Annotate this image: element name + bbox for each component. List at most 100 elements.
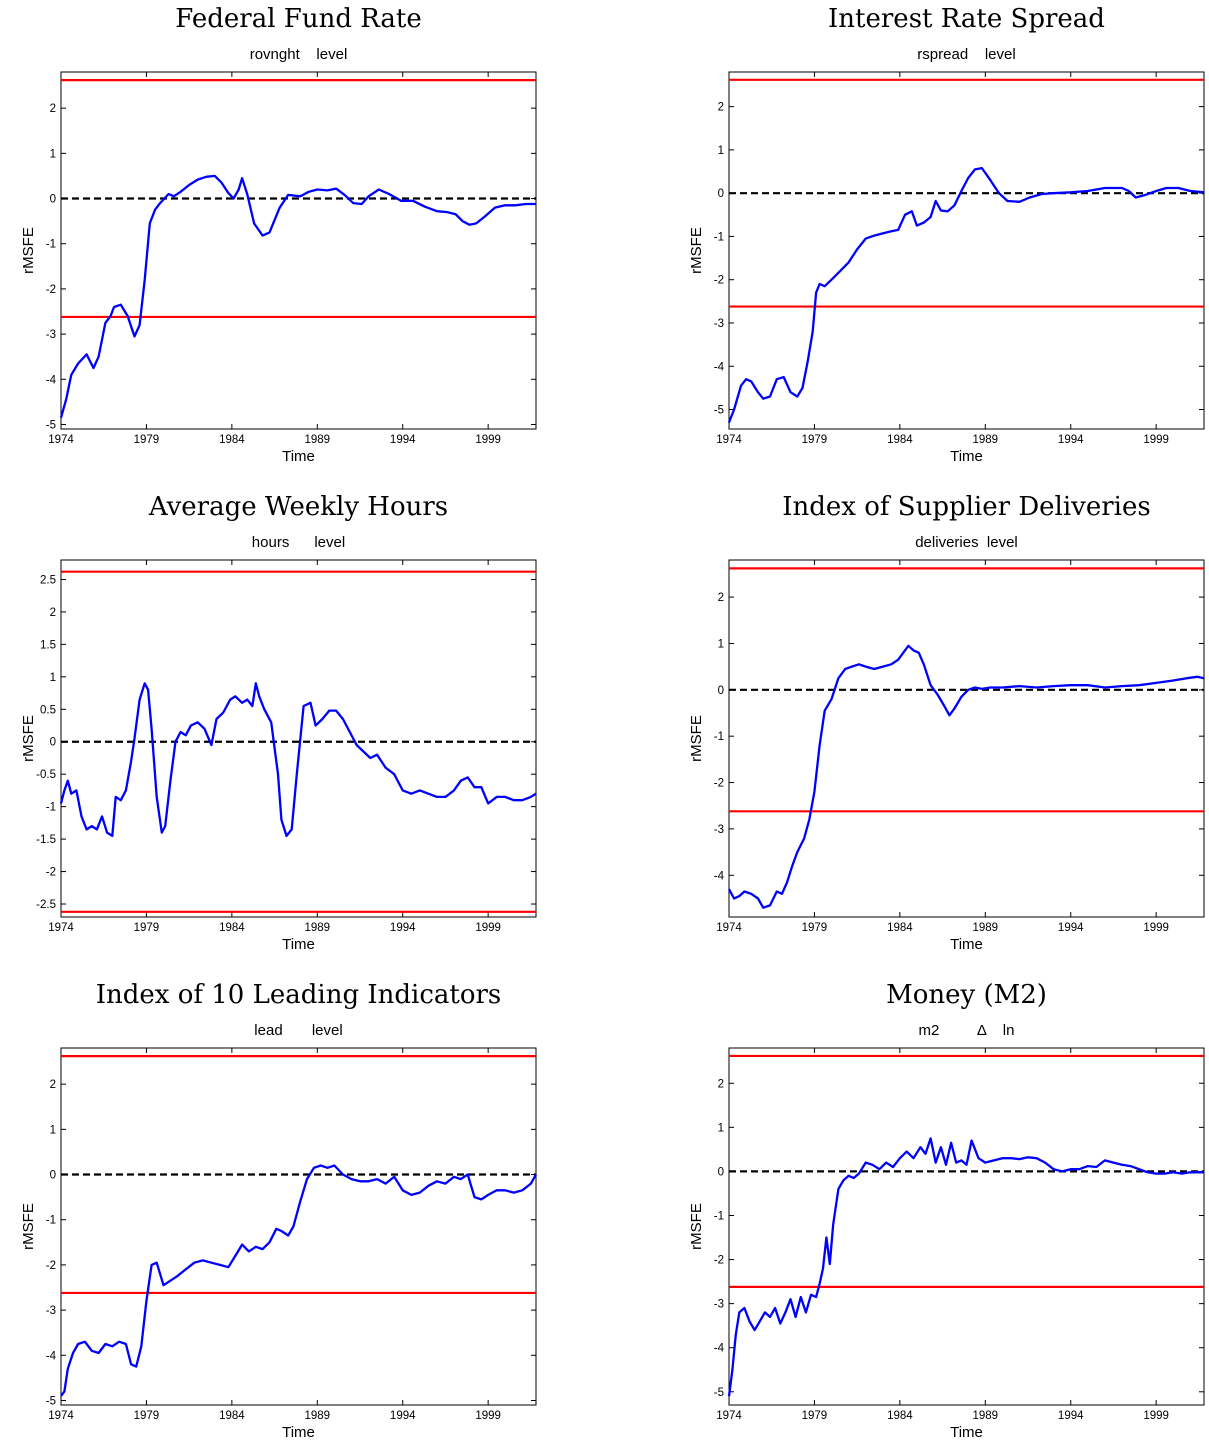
y-tick-label: 0 [718,188,724,200]
x-tick-label: 1984 [219,922,245,934]
y-tick-label: 2.5 [40,574,56,586]
y-tick-label: -2.5 [36,899,56,911]
y-tick-label: -1 [46,239,56,251]
chart-subtitle: rspread level [917,46,1015,63]
y-tick-label: -2 [46,284,56,296]
x-tick-label: 1984 [887,922,913,934]
y-tick-label: -2 [714,275,724,287]
y-axis-label: rMSFE [688,227,705,274]
series-line [727,644,1205,909]
chart-title: Average Weekly Hours [148,492,448,522]
x-tick-label: 1999 [1143,1410,1169,1422]
y-tick-label: -1.5 [36,834,56,846]
y-tick-label: 0.5 [40,704,56,716]
y-tick-label: 2 [50,103,56,115]
chart-svg: Money (M2) m2 Δ ln 1974 1979 1984 1989 1994 199… [688,980,1205,1441]
y-tick-label: 2 [718,592,724,604]
y-axis-label: rMSFE [688,1203,705,1250]
x-tick-label: 1979 [802,1410,828,1422]
x-tick-label: 1989 [304,1410,330,1422]
x-tick-label: 1974 [48,1410,74,1422]
chart-svg: Index of Supplier Deliveries deliveries l… [688,492,1205,953]
series-line [60,1164,538,1397]
y-axis-label: rMSFE [688,715,705,762]
y-tick-label: 1 [718,145,724,157]
plot-frame [60,1047,537,1406]
x-tick-label: 1989 [972,434,998,446]
y-tick-label: 0 [50,737,56,749]
x-tick-label: 1994 [390,434,416,446]
x-axis-label: Time [282,448,315,465]
y-tick-label: -1 [714,231,724,243]
x-tick-label: 1984 [219,1410,245,1422]
y-tick-label: -4 [714,870,725,882]
x-tick-label: 1979 [802,922,828,934]
x-tick-label: 1994 [390,1410,416,1422]
chart-panel-federal-fund-rate: Federal Fund Rate rovnght level 1974 1979 19… [5,0,565,480]
x-tick-label: 1989 [304,434,330,446]
x-tick-label: 1999 [475,922,501,934]
y-tick-label: 2 [50,1079,56,1091]
y-tick-label: -1 [46,1215,56,1227]
y-tick-label: -2 [46,1260,56,1272]
y-axis-label: rMSFE [20,715,37,762]
x-axis-label: Time [950,448,983,465]
x-tick-label: 1984 [887,1410,913,1422]
y-tick-label: -4 [46,374,57,386]
x-tick-label: 1974 [48,922,74,934]
y-axis-label: rMSFE [20,1203,37,1250]
x-tick-label: 1989 [304,922,330,934]
x-tick-label: 1979 [134,434,160,446]
y-tick-label: -3 [46,329,56,341]
y-tick-label: 2 [50,607,56,619]
x-tick-label: 1989 [972,922,998,934]
y-tick-label: 1 [718,1122,724,1134]
plot-frame [60,71,537,430]
y-tick-label: 0 [718,685,724,697]
y-axis-label: rMSFE [20,227,37,274]
y-tick-label: -5 [46,419,56,431]
chart-subtitle: lead level [254,1022,342,1039]
y-tick-label: -2 [46,867,56,879]
x-tick-label: 1999 [475,434,501,446]
y-tick-label: -1 [714,731,724,743]
chart-panel-interest-rate-spread: Interest Rate Spread rspread level 1974 197… [673,0,1209,480]
chart-panel-supplier-deliveries: Index of Supplier Deliveries deliveries l… [673,488,1209,968]
plot-frame [60,559,537,918]
chart-svg: Interest Rate Spread rspread level 1974 197… [688,4,1205,465]
chart-panel-leading-indicators: Index of 10 Leading Indicators lead level… [5,976,565,1456]
x-tick-label: 1984 [887,434,913,446]
x-tick-label: 1979 [134,1410,160,1422]
y-tick-label: -5 [714,1387,724,1399]
y-tick-label: -2 [714,1255,724,1267]
y-tick-label: 1 [718,638,724,650]
chart-title: Federal Fund Rate [175,4,422,34]
y-tick-label: -3 [714,318,724,330]
series-line [59,174,536,419]
x-tick-label: 1994 [1058,922,1084,934]
x-axis-label: Time [950,936,983,953]
y-tick-label: -1 [714,1210,724,1222]
plot-frame [728,1047,1205,1406]
chart-svg: Federal Fund Rate rovnght level 1974 1979 19… [20,4,537,465]
y-tick-label: 0 [50,1170,56,1182]
chart-subtitle: m2 Δ ln [919,1022,1015,1039]
y-tick-label: 2 [718,102,724,114]
x-axis-label: Time [950,1424,983,1441]
chart-panel-money-m2: Money (M2) m2 Δ ln 1974 1979 1984 1989 1994 199… [673,976,1209,1456]
x-tick-label: 1999 [1143,434,1169,446]
y-tick-label: -1 [46,802,56,814]
y-tick-label: -5 [714,405,724,417]
plot-frame [728,71,1205,430]
y-tick-label: -4 [714,361,725,373]
y-tick-label: 2 [718,1078,724,1090]
chart-title: Index of 10 Leading Indicators [96,980,502,1010]
chart-subtitle: hours level [252,534,345,551]
y-tick-label: -3 [714,824,724,836]
chart-subtitle: rovnght level [250,46,348,63]
x-tick-label: 1979 [802,434,828,446]
y-tick-label: 0 [50,194,56,206]
y-tick-label: 1.5 [40,639,56,651]
x-tick-label: 1974 [716,1410,742,1422]
chart-title: Money (M2) [886,980,1047,1010]
